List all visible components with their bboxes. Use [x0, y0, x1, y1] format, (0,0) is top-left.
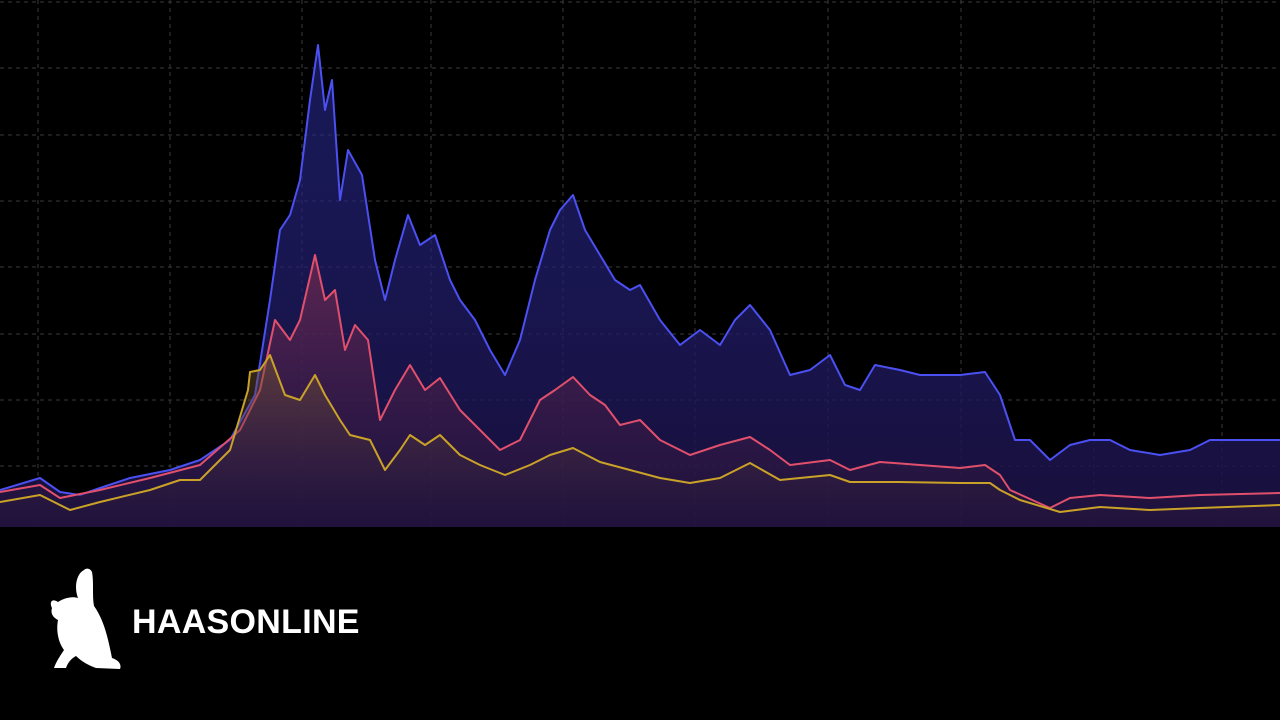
- line: [0, 44, 1280, 496]
- brand-name: HAASONLINE: [132, 603, 360, 641]
- area: [0, 355, 1280, 527]
- chart: [0, 0, 1280, 527]
- line: [0, 254, 1280, 509]
- logo-rabbit: [50, 568, 121, 669]
- line: [0, 354, 1280, 513]
